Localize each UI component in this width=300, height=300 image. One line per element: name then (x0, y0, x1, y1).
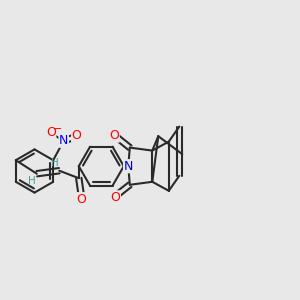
Text: N: N (59, 134, 68, 147)
Text: O: O (110, 191, 120, 204)
Text: H: H (51, 158, 59, 168)
Text: O: O (109, 129, 119, 142)
Text: N: N (124, 160, 133, 173)
Text: H: H (28, 176, 35, 186)
Text: O: O (76, 193, 86, 206)
Text: O: O (72, 129, 82, 142)
Text: −: − (53, 124, 62, 134)
Text: O: O (46, 126, 56, 139)
